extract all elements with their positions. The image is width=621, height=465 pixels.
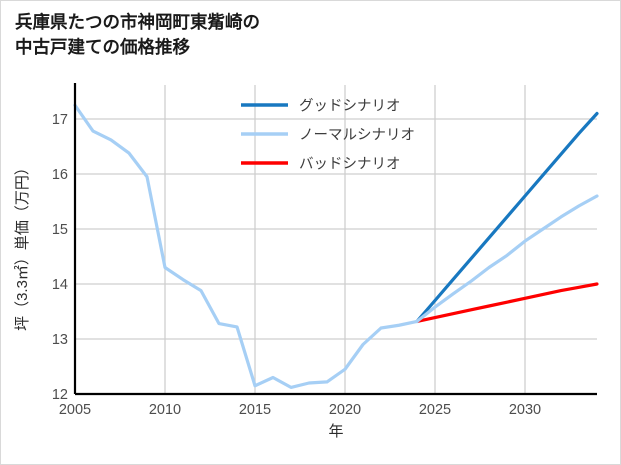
y-tick-label: 17: [52, 112, 68, 128]
x-tick-label: 2005: [59, 402, 91, 418]
page-title: 兵庫県たつの市神岡町東觜崎の 中古戸建ての価格推移: [15, 12, 260, 58]
y-tick-label: 16: [52, 167, 68, 183]
series-layer: [73, 103, 599, 389]
y-tick-label: 13: [52, 332, 68, 348]
x-tick-label: 2015: [239, 402, 271, 418]
y-tick-label: 12: [52, 387, 68, 403]
axis-lines: [73, 83, 597, 396]
legend-label-0: グッドシナリオ: [299, 98, 401, 115]
tick-labels: 12 13 14 15 16 17 2005 2010 2015 2020 2025 2030: [52, 112, 541, 418]
legend-label-2: バッドシナリオ: [299, 157, 401, 173]
y-tick-label: 14: [52, 277, 68, 293]
x-tick-label: 2010: [149, 402, 181, 418]
x-tick-label: 2020: [329, 402, 361, 418]
x-tick-label: 2025: [419, 402, 451, 418]
x-tick-label: 2030: [509, 402, 541, 418]
axis-titles: 年 坪（3.3㎡）単価（万円）: [14, 160, 344, 440]
legend-label-1: ノーマルシナリオ: [299, 128, 415, 144]
x-axis-title: 年: [328, 423, 343, 440]
y-axis-title: 坪（3.3㎡）単価（万円）: [14, 160, 31, 331]
y-tick-label: 15: [52, 222, 68, 238]
